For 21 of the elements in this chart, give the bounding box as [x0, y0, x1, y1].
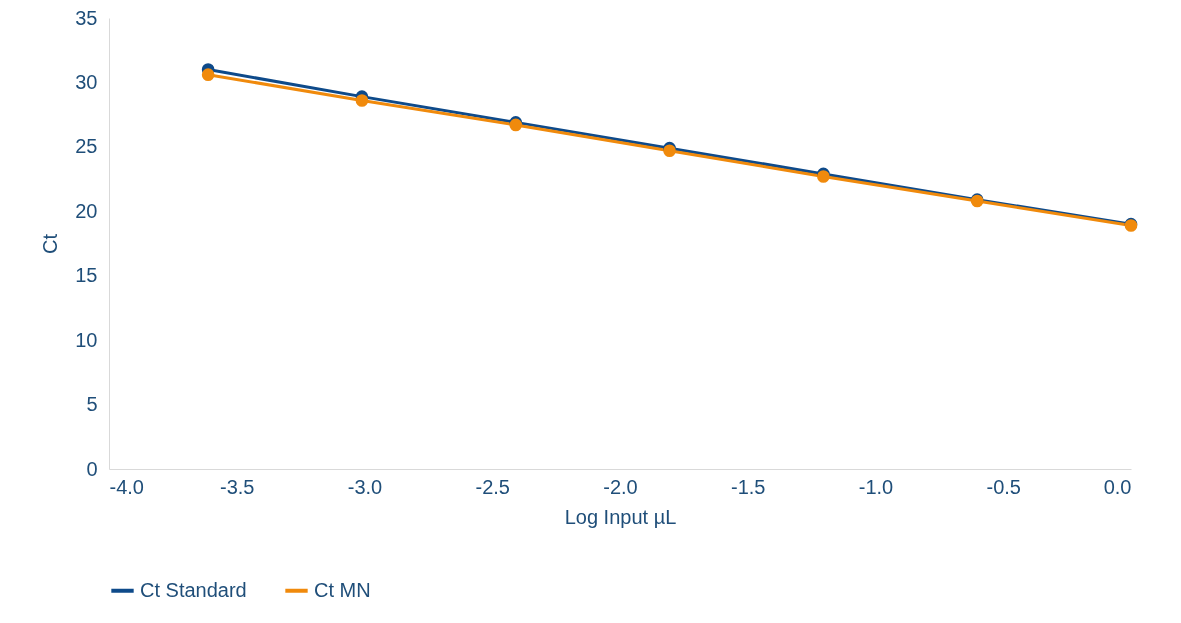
y-axis-title: Ct — [39, 233, 62, 254]
x-tick-label: -3.5 — [220, 475, 255, 498]
legend-label: Ct Standard — [140, 578, 247, 601]
x-tick-label: -4.0 — [109, 475, 144, 498]
x-tick-label: -1.0 — [858, 475, 894, 498]
x-axis-title: Log Input µL — [564, 505, 677, 528]
y-tick-label: 35 — [75, 6, 98, 29]
y-tick-label: 5 — [86, 393, 98, 416]
x-tick-label: 0.0 — [1103, 475, 1132, 498]
y-tick-label: 15 — [75, 264, 98, 287]
x-tick-label: -3.0 — [347, 475, 383, 498]
x-tick-label: -2.0 — [603, 475, 638, 498]
y-tick-label: 0 — [86, 457, 98, 480]
x-tick-label: -2.5 — [475, 475, 510, 498]
x-tick-label: -1.5 — [731, 475, 766, 498]
y-tick-label: 25 — [75, 135, 98, 158]
y-tick-label: 20 — [75, 199, 98, 222]
y-tick-label: 30 — [75, 70, 98, 93]
legend-label: Ct MN — [314, 578, 371, 601]
x-tick-label: -0.5 — [986, 475, 1021, 498]
y-tick-label: 10 — [75, 328, 98, 351]
